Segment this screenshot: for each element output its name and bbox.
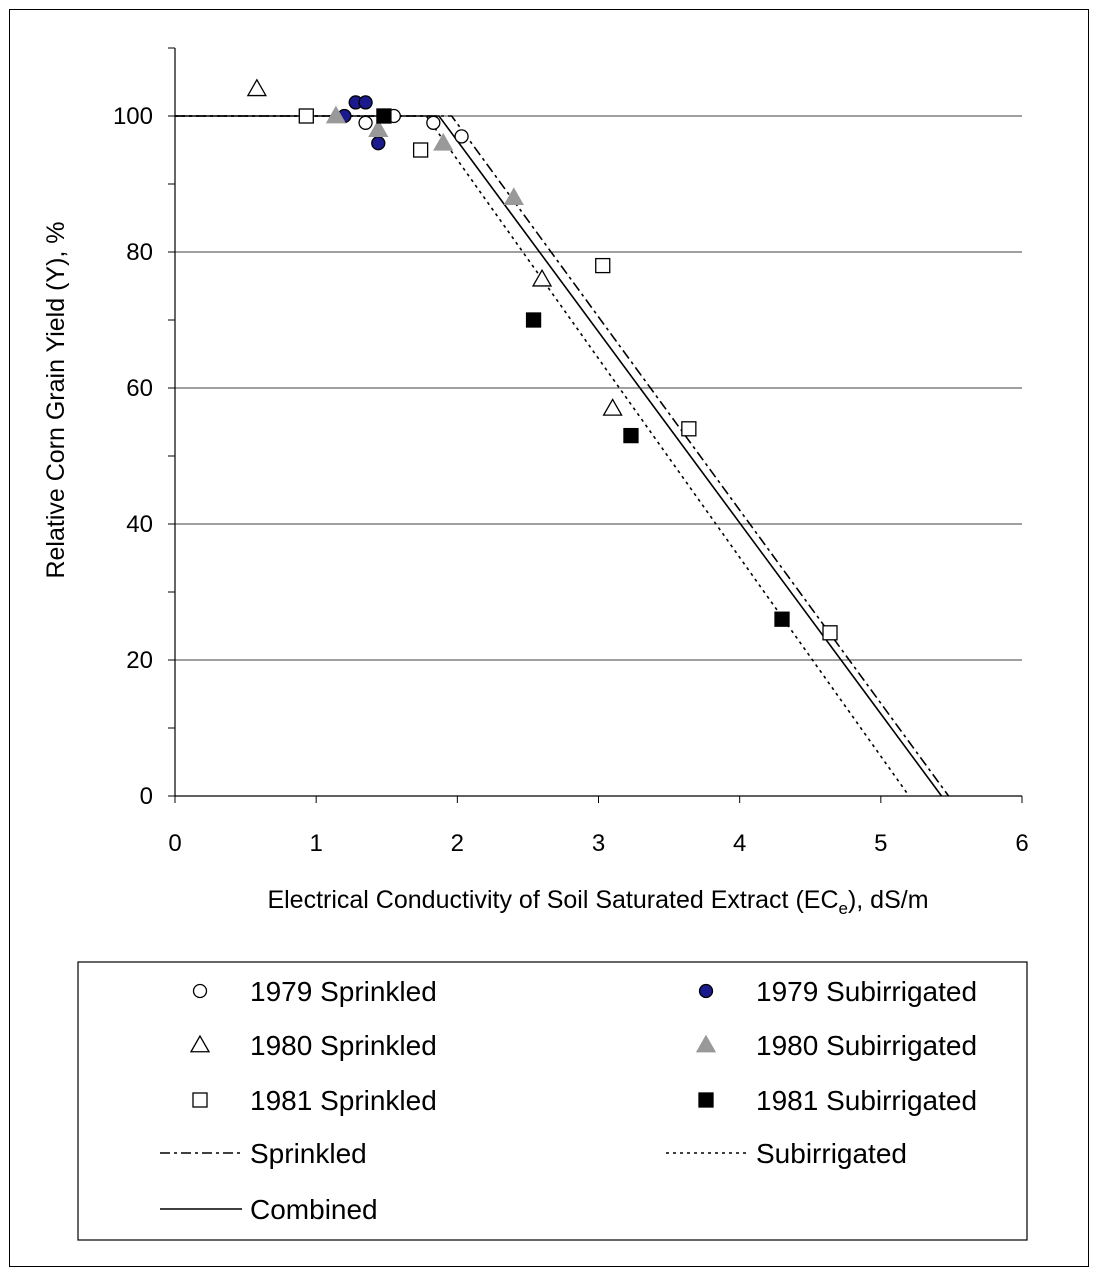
fit-line-sprinkled bbox=[175, 115, 950, 797]
data-point bbox=[822, 625, 838, 641]
x-tick-label: 4 bbox=[733, 830, 746, 857]
legend: 1979 Sprinkled 1979 Subirrigated 1980 Spri… bbox=[160, 976, 977, 1225]
legend-entry-label: Sprinkled bbox=[250, 1138, 367, 1169]
legend-entry-label: 1979 Subirrigated bbox=[756, 976, 977, 1007]
data-point bbox=[454, 129, 469, 144]
legend-entry-label: Combined bbox=[250, 1194, 378, 1225]
data-point bbox=[595, 257, 611, 274]
data-point bbox=[426, 115, 441, 130]
x-tick-label: 6 bbox=[1015, 830, 1028, 857]
x-tick-label: 3 bbox=[592, 830, 605, 857]
legend-marker bbox=[698, 983, 714, 999]
data-point bbox=[298, 108, 314, 124]
data-point bbox=[623, 427, 639, 444]
fit-line-subirrigated bbox=[175, 115, 910, 797]
y-axis-label: Relative Corn Grain Yield (Y), % bbox=[42, 221, 70, 578]
tick-labels: 0 20 40 60 80 100 0 1 2 3 4 5 6 bbox=[113, 103, 1029, 857]
x-tick-label: 2 bbox=[451, 830, 464, 857]
data-point bbox=[525, 312, 542, 328]
legend-marker bbox=[695, 1034, 717, 1053]
x-axis-label-main: Electrical Conductivity of Soil Saturate… bbox=[267, 886, 838, 914]
data-point bbox=[433, 132, 454, 151]
y-tick-label: 40 bbox=[126, 511, 153, 538]
data-point bbox=[371, 136, 386, 151]
legend-marker bbox=[698, 1092, 714, 1108]
legend-marker bbox=[192, 1092, 208, 1108]
data-point bbox=[412, 142, 429, 158]
data-point bbox=[681, 421, 697, 437]
data-point bbox=[358, 95, 373, 110]
data-point bbox=[503, 187, 524, 206]
legend-marker bbox=[192, 983, 208, 999]
data-point bbox=[774, 611, 790, 627]
x-tick-label: 1 bbox=[309, 830, 322, 857]
x-tick-label: 0 bbox=[168, 830, 181, 857]
data-point bbox=[368, 119, 389, 138]
gridlines bbox=[175, 115, 1022, 661]
y-tick-label: 0 bbox=[140, 783, 153, 810]
legend-entry-label: 1981 Subirrigated bbox=[756, 1085, 977, 1116]
legend-entry-label: 1980 Sprinkled bbox=[250, 1030, 437, 1061]
data-point bbox=[246, 78, 267, 97]
axes bbox=[168, 47, 1023, 803]
x-axis-label-subscript: e bbox=[839, 899, 848, 918]
x-axis-label: Electrical Conductivity of Soil Saturate… bbox=[267, 886, 928, 918]
legend-box bbox=[77, 961, 1028, 1241]
legend-entry-label: 1981 Sprinkled bbox=[250, 1085, 437, 1116]
x-tick-label: 5 bbox=[874, 830, 887, 857]
y-tick-label: 80 bbox=[126, 239, 153, 266]
data-point bbox=[602, 398, 623, 416]
y-tick-label: 100 bbox=[113, 103, 153, 130]
legend-entry-label: 1980 Subirrigated bbox=[756, 1030, 977, 1061]
legend-marker bbox=[189, 1034, 211, 1053]
data-points bbox=[246, 78, 838, 641]
data-point bbox=[531, 268, 553, 287]
y-tick-label: 60 bbox=[126, 375, 153, 402]
data-point bbox=[376, 108, 392, 124]
legend-entry-label: Subirrigated bbox=[756, 1138, 907, 1169]
data-point bbox=[325, 105, 347, 124]
x-axis-label-tail: ), dS/m bbox=[848, 886, 929, 914]
data-point bbox=[358, 115, 373, 130]
fit-lines bbox=[175, 115, 950, 797]
legend-entry-label: 1979 Sprinkled bbox=[250, 976, 437, 1007]
fit-line-combined bbox=[175, 115, 943, 797]
y-tick-label: 20 bbox=[126, 647, 153, 674]
